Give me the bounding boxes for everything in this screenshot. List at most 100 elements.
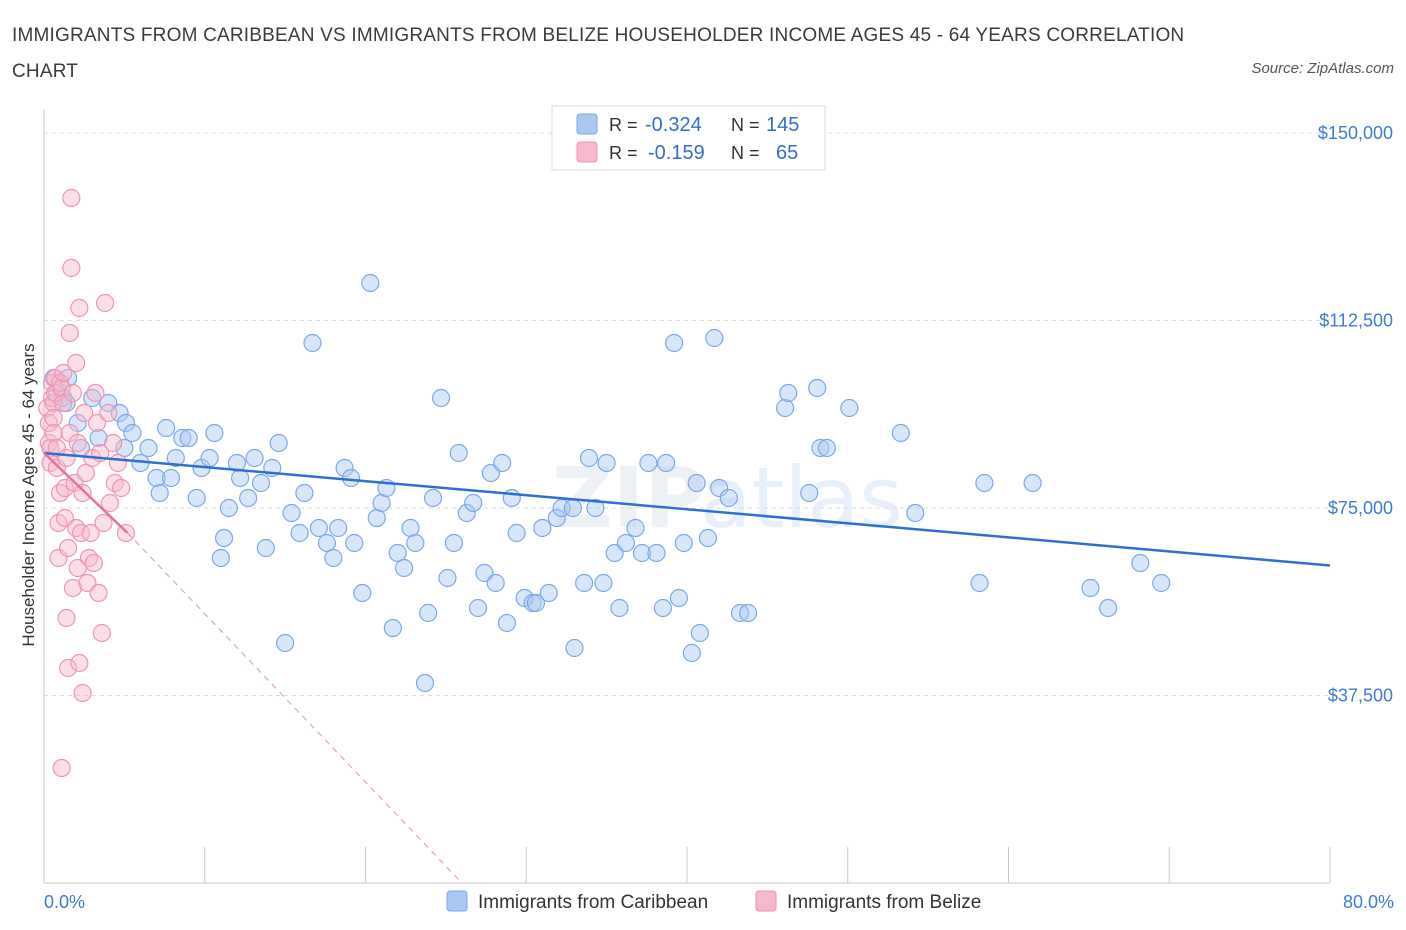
y-axis-label: Householder Income Ages 45 - 64 years <box>19 343 38 646</box>
legend-box <box>551 105 826 171</box>
point-belize <box>59 658 78 678</box>
y-tick-label: $112,500 <box>1319 311 1393 331</box>
point-caribbean <box>891 423 910 443</box>
point-belize <box>47 438 66 458</box>
point-caribbean <box>211 548 230 568</box>
point-caribbean <box>1152 573 1171 593</box>
point-caribbean <box>800 483 819 503</box>
point-caribbean <box>674 533 693 553</box>
point-belize <box>52 758 71 778</box>
legend-n-label-1: N = <box>731 143 760 163</box>
point-caribbean <box>575 573 594 593</box>
bottom-legend-caribbean: Immigrants from Caribbean <box>478 892 708 913</box>
series-belize <box>38 188 136 778</box>
point-caribbean <box>486 573 505 593</box>
point-caribbean <box>610 598 629 618</box>
point-caribbean <box>89 428 108 448</box>
point-caribbean <box>639 453 658 473</box>
point-caribbean <box>457 503 476 523</box>
point-caribbean <box>526 593 545 613</box>
point-belize <box>63 578 83 598</box>
point-caribbean <box>419 603 438 623</box>
y-tick-label: $150,000 <box>1318 123 1393 143</box>
point-caribbean <box>579 448 599 468</box>
point-belize <box>86 383 105 403</box>
legend-n-label-0: N = <box>731 115 760 135</box>
point-belize <box>60 323 79 343</box>
point-caribbean <box>690 623 709 643</box>
point-belize <box>108 453 128 473</box>
point-belize <box>47 458 66 478</box>
point-caribbean <box>705 328 724 348</box>
point-caribbean <box>173 428 192 448</box>
point-belize <box>89 583 108 603</box>
point-belize <box>50 483 70 503</box>
point-caribbean <box>710 478 729 498</box>
point-caribbean <box>187 488 206 508</box>
point-belize <box>84 553 103 573</box>
point-caribbean <box>353 583 372 603</box>
point-belize <box>71 523 91 543</box>
point-caribbean <box>415 673 435 693</box>
source-label: Source: ZipAtlas.com <box>1251 60 1394 77</box>
point-caribbean <box>329 518 348 538</box>
point-caribbean <box>166 448 185 468</box>
point-caribbean <box>150 483 169 503</box>
legend-swatch-belize <box>576 141 598 163</box>
point-caribbean <box>423 488 443 508</box>
point-belize <box>54 363 73 383</box>
point-caribbean <box>970 573 989 593</box>
point-caribbean <box>502 488 521 508</box>
bottom-legend-belize: Immigrants from Belize <box>787 892 981 913</box>
point-caribbean <box>219 498 238 518</box>
point-belize <box>39 413 58 433</box>
point-caribbean <box>449 443 468 463</box>
point-belize <box>73 483 92 503</box>
point-caribbean <box>406 533 425 553</box>
point-belize <box>112 478 131 498</box>
point-belize <box>76 463 95 483</box>
x-tick-label-max: 80.0% <box>1343 892 1394 912</box>
bottom-legend-swatch-caribbean <box>446 890 468 912</box>
point-belize <box>57 448 76 468</box>
point-caribbean <box>811 438 830 458</box>
point-belize <box>99 403 118 423</box>
point-caribbean <box>324 548 343 568</box>
point-caribbean <box>367 508 386 528</box>
bottom-legend: Immigrants from Caribbean Immigrants fro… <box>446 890 981 913</box>
point-caribbean <box>269 433 288 453</box>
point-caribbean <box>464 493 483 513</box>
point-caribbean <box>775 398 795 418</box>
legend-n-value-0: 145 <box>766 114 799 136</box>
point-caribbean <box>200 448 219 468</box>
point-caribbean <box>317 533 337 553</box>
y-tick-label: $37,500 <box>1328 686 1393 706</box>
point-caribbean <box>345 533 364 553</box>
point-caribbean <box>616 533 636 553</box>
point-caribbean <box>586 498 605 518</box>
y-tick-labels: $37,500 $75,000 $112,500 $150,000 <box>1318 123 1393 706</box>
point-belize <box>104 433 123 453</box>
point-caribbean <box>738 603 758 623</box>
point-caribbean <box>179 428 198 448</box>
point-caribbean <box>817 438 836 458</box>
point-caribbean <box>123 423 142 443</box>
point-caribbean <box>256 538 275 558</box>
y-tick-label: $75,000 <box>1328 498 1393 518</box>
point-belize <box>62 258 81 278</box>
point-caribbean <box>335 458 354 478</box>
point-caribbean <box>698 528 717 548</box>
point-caribbean <box>383 618 402 638</box>
x-tick-label-min: 0.0% <box>44 892 85 912</box>
point-belize <box>81 523 100 543</box>
point-belize <box>54 393 73 413</box>
top-legend: R = -0.324 N = 145 R = -0.159 N = 65 <box>551 105 826 171</box>
watermark: ZIP atlas <box>552 449 903 547</box>
point-caribbean <box>116 413 136 433</box>
point-caribbean <box>906 503 925 523</box>
point-belize <box>44 423 63 443</box>
point-caribbean <box>539 583 558 603</box>
point-caribbean <box>161 468 181 488</box>
point-caribbean <box>808 378 827 398</box>
